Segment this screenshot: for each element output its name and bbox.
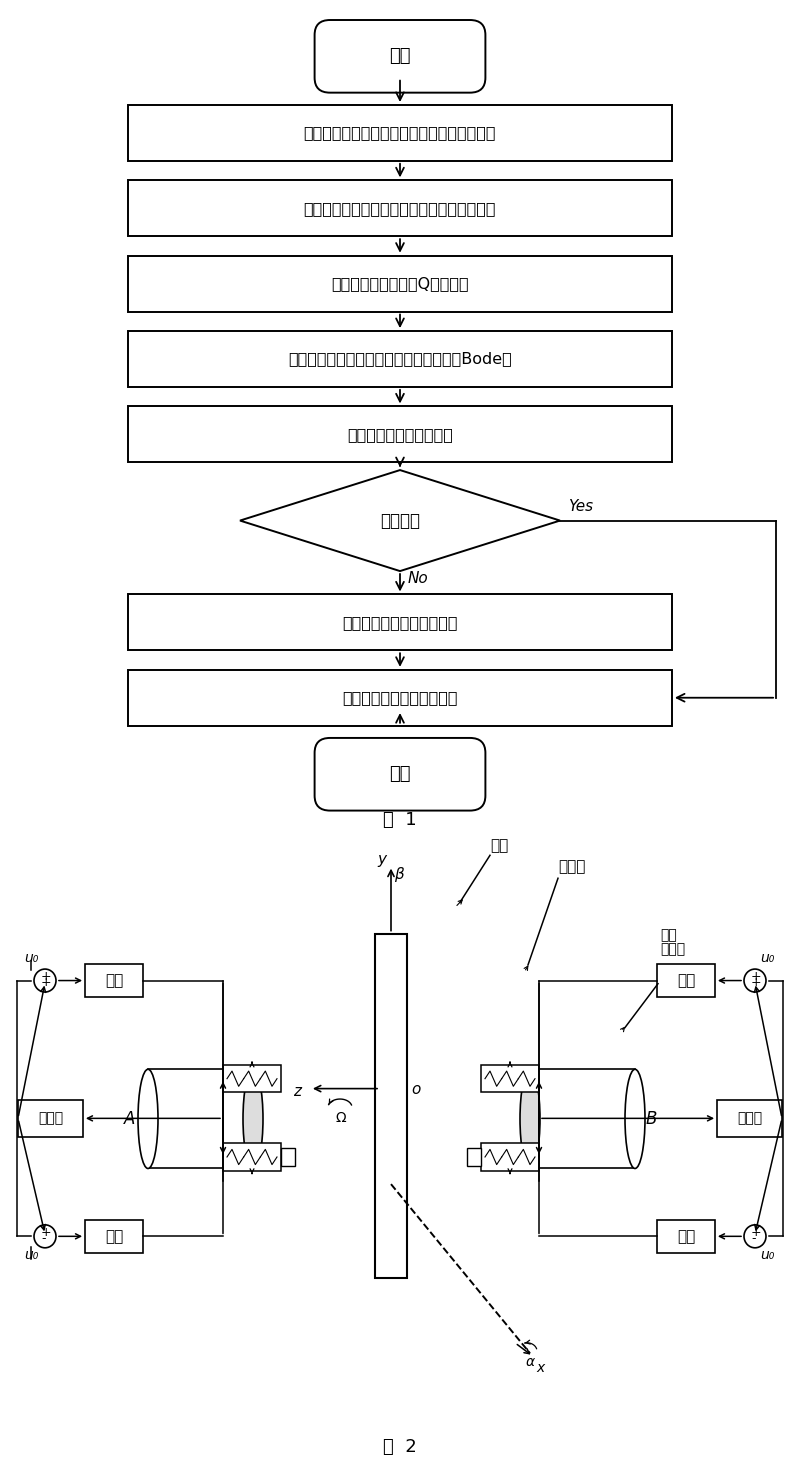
- Text: u₀: u₀: [760, 951, 774, 965]
- Text: Ω: Ω: [335, 1111, 346, 1124]
- Text: 开始: 开始: [390, 47, 410, 66]
- Text: +: +: [41, 976, 52, 990]
- Bar: [128, 594, 672, 651]
- FancyBboxPatch shape: [314, 21, 486, 92]
- Text: 低频段（进动）稳定性判定: 低频段（进动）稳定性判定: [342, 614, 458, 630]
- Text: 控制器: 控制器: [38, 1111, 63, 1126]
- Ellipse shape: [243, 1069, 263, 1168]
- Text: y: y: [377, 852, 386, 866]
- Bar: [18, 1100, 83, 1138]
- Text: No: No: [408, 570, 429, 586]
- Text: β: β: [394, 868, 404, 883]
- Text: 控制器: 控制器: [737, 1111, 762, 1126]
- Text: z: z: [293, 1083, 301, 1100]
- Text: 电磁铁: 电磁铁: [558, 859, 586, 874]
- Text: 高频段（章动）稳定性判定: 高频段（章动）稳定性判定: [342, 690, 458, 705]
- Bar: [657, 963, 715, 997]
- Ellipse shape: [625, 1069, 645, 1168]
- Text: B: B: [646, 1110, 657, 1127]
- Text: +: +: [751, 976, 762, 990]
- Text: 图  2: 图 2: [383, 1438, 417, 1456]
- Bar: [128, 255, 672, 312]
- Bar: [128, 331, 672, 387]
- Text: o: o: [411, 1082, 420, 1097]
- Bar: [657, 1220, 715, 1253]
- Bar: [128, 670, 672, 726]
- Text: 功放: 功放: [677, 1229, 695, 1243]
- Circle shape: [744, 1224, 766, 1248]
- Bar: [467, 1148, 481, 1167]
- Bar: [223, 1066, 281, 1092]
- Text: 开环正实部极点数即Q值的计算: 开环正实部极点数即Q值的计算: [331, 276, 469, 292]
- Bar: [530, 1069, 635, 1168]
- Text: +: +: [41, 970, 52, 982]
- Bar: [128, 106, 672, 161]
- Ellipse shape: [520, 1069, 540, 1168]
- Bar: [85, 1220, 143, 1253]
- Text: -: -: [41, 1231, 46, 1245]
- Text: 传感器: 传感器: [660, 943, 685, 956]
- Text: Yes: Yes: [568, 500, 593, 515]
- Text: u₀: u₀: [760, 1248, 774, 1262]
- Bar: [481, 1066, 539, 1092]
- Bar: [85, 963, 143, 997]
- Text: 图  1: 图 1: [383, 811, 417, 830]
- Text: +: +: [751, 1226, 762, 1239]
- Text: 将实系数两变量方程等效为复系数单变量形式: 将实系数两变量方程等效为复系数单变量形式: [304, 201, 496, 216]
- Bar: [481, 1143, 539, 1170]
- Text: 转子: 转子: [490, 839, 508, 853]
- Text: 建立磁悬浮闭环转子系统动力学微分方程模型: 建立磁悬浮闭环转子系统动力学微分方程模型: [304, 126, 496, 141]
- Text: u₀: u₀: [24, 1248, 38, 1262]
- Text: 绘制等效复系数系统开环传递函数的双频Bode图: 绘制等效复系数系统开环传递函数的双频Bode图: [288, 352, 512, 366]
- Text: +: +: [41, 1226, 52, 1239]
- Text: A: A: [124, 1110, 136, 1127]
- Text: u₀: u₀: [24, 951, 38, 965]
- Circle shape: [34, 1224, 56, 1248]
- Bar: [717, 1100, 782, 1138]
- Text: 功放: 功放: [105, 1229, 123, 1243]
- FancyBboxPatch shape: [314, 737, 486, 811]
- Circle shape: [34, 969, 56, 992]
- Text: -: -: [751, 1231, 755, 1245]
- Bar: [148, 1069, 253, 1168]
- Text: 径向转动运动稳定性判定: 径向转动运动稳定性判定: [347, 427, 453, 441]
- Text: +: +: [751, 970, 762, 982]
- Bar: [128, 406, 672, 462]
- Bar: [281, 1148, 295, 1167]
- Circle shape: [744, 969, 766, 992]
- Text: 位移: 位移: [660, 928, 677, 941]
- Text: 功放: 功放: [105, 973, 123, 988]
- Text: 功放: 功放: [677, 973, 695, 988]
- Bar: [223, 1143, 281, 1170]
- Text: 稳定吗？: 稳定吗？: [380, 512, 420, 529]
- Polygon shape: [240, 471, 560, 572]
- Text: x: x: [536, 1360, 544, 1375]
- Ellipse shape: [138, 1069, 158, 1168]
- Text: α: α: [526, 1355, 535, 1369]
- Bar: [128, 180, 672, 236]
- Bar: [375, 934, 407, 1278]
- Text: 结束: 结束: [390, 765, 410, 783]
